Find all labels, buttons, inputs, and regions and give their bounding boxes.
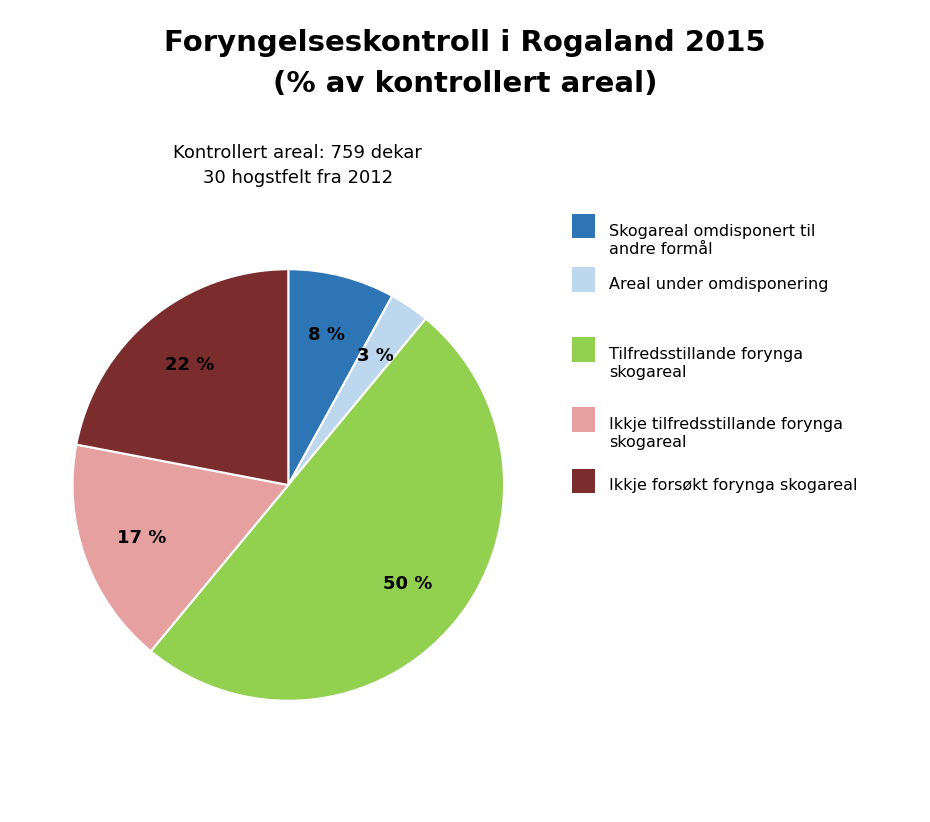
Text: Ikkje tilfredsstillande forynga
skogareal: Ikkje tilfredsstillande forynga skogarea… [609, 417, 844, 450]
Wedge shape [288, 296, 426, 485]
Text: 30 hogstfelt fra 2012: 30 hogstfelt fra 2012 [203, 169, 392, 187]
Text: 3 %: 3 % [357, 348, 394, 366]
Text: (% av kontrollert areal): (% av kontrollert areal) [272, 70, 658, 98]
Text: Skogareal omdisponert til
andre formål: Skogareal omdisponert til andre formål [609, 224, 816, 257]
Text: Ikkje forsøkt forynga skogareal: Ikkje forsøkt forynga skogareal [609, 478, 857, 493]
Wedge shape [73, 445, 288, 651]
Text: Kontrollert areal: 759 dekar: Kontrollert areal: 759 dekar [173, 144, 422, 162]
Text: Foryngelseskontroll i Rogaland 2015: Foryngelseskontroll i Rogaland 2015 [165, 29, 765, 57]
Text: Tilfredsstillande forynga
skogareal: Tilfredsstillande forynga skogareal [609, 347, 804, 381]
Text: 22 %: 22 % [165, 356, 214, 374]
Wedge shape [288, 270, 392, 485]
Text: Areal under omdisponering: Areal under omdisponering [609, 277, 829, 292]
Wedge shape [76, 270, 288, 485]
Text: 8 %: 8 % [309, 326, 345, 344]
Text: 50 %: 50 % [383, 575, 432, 593]
Text: 17 %: 17 % [117, 529, 166, 547]
Wedge shape [151, 319, 504, 700]
